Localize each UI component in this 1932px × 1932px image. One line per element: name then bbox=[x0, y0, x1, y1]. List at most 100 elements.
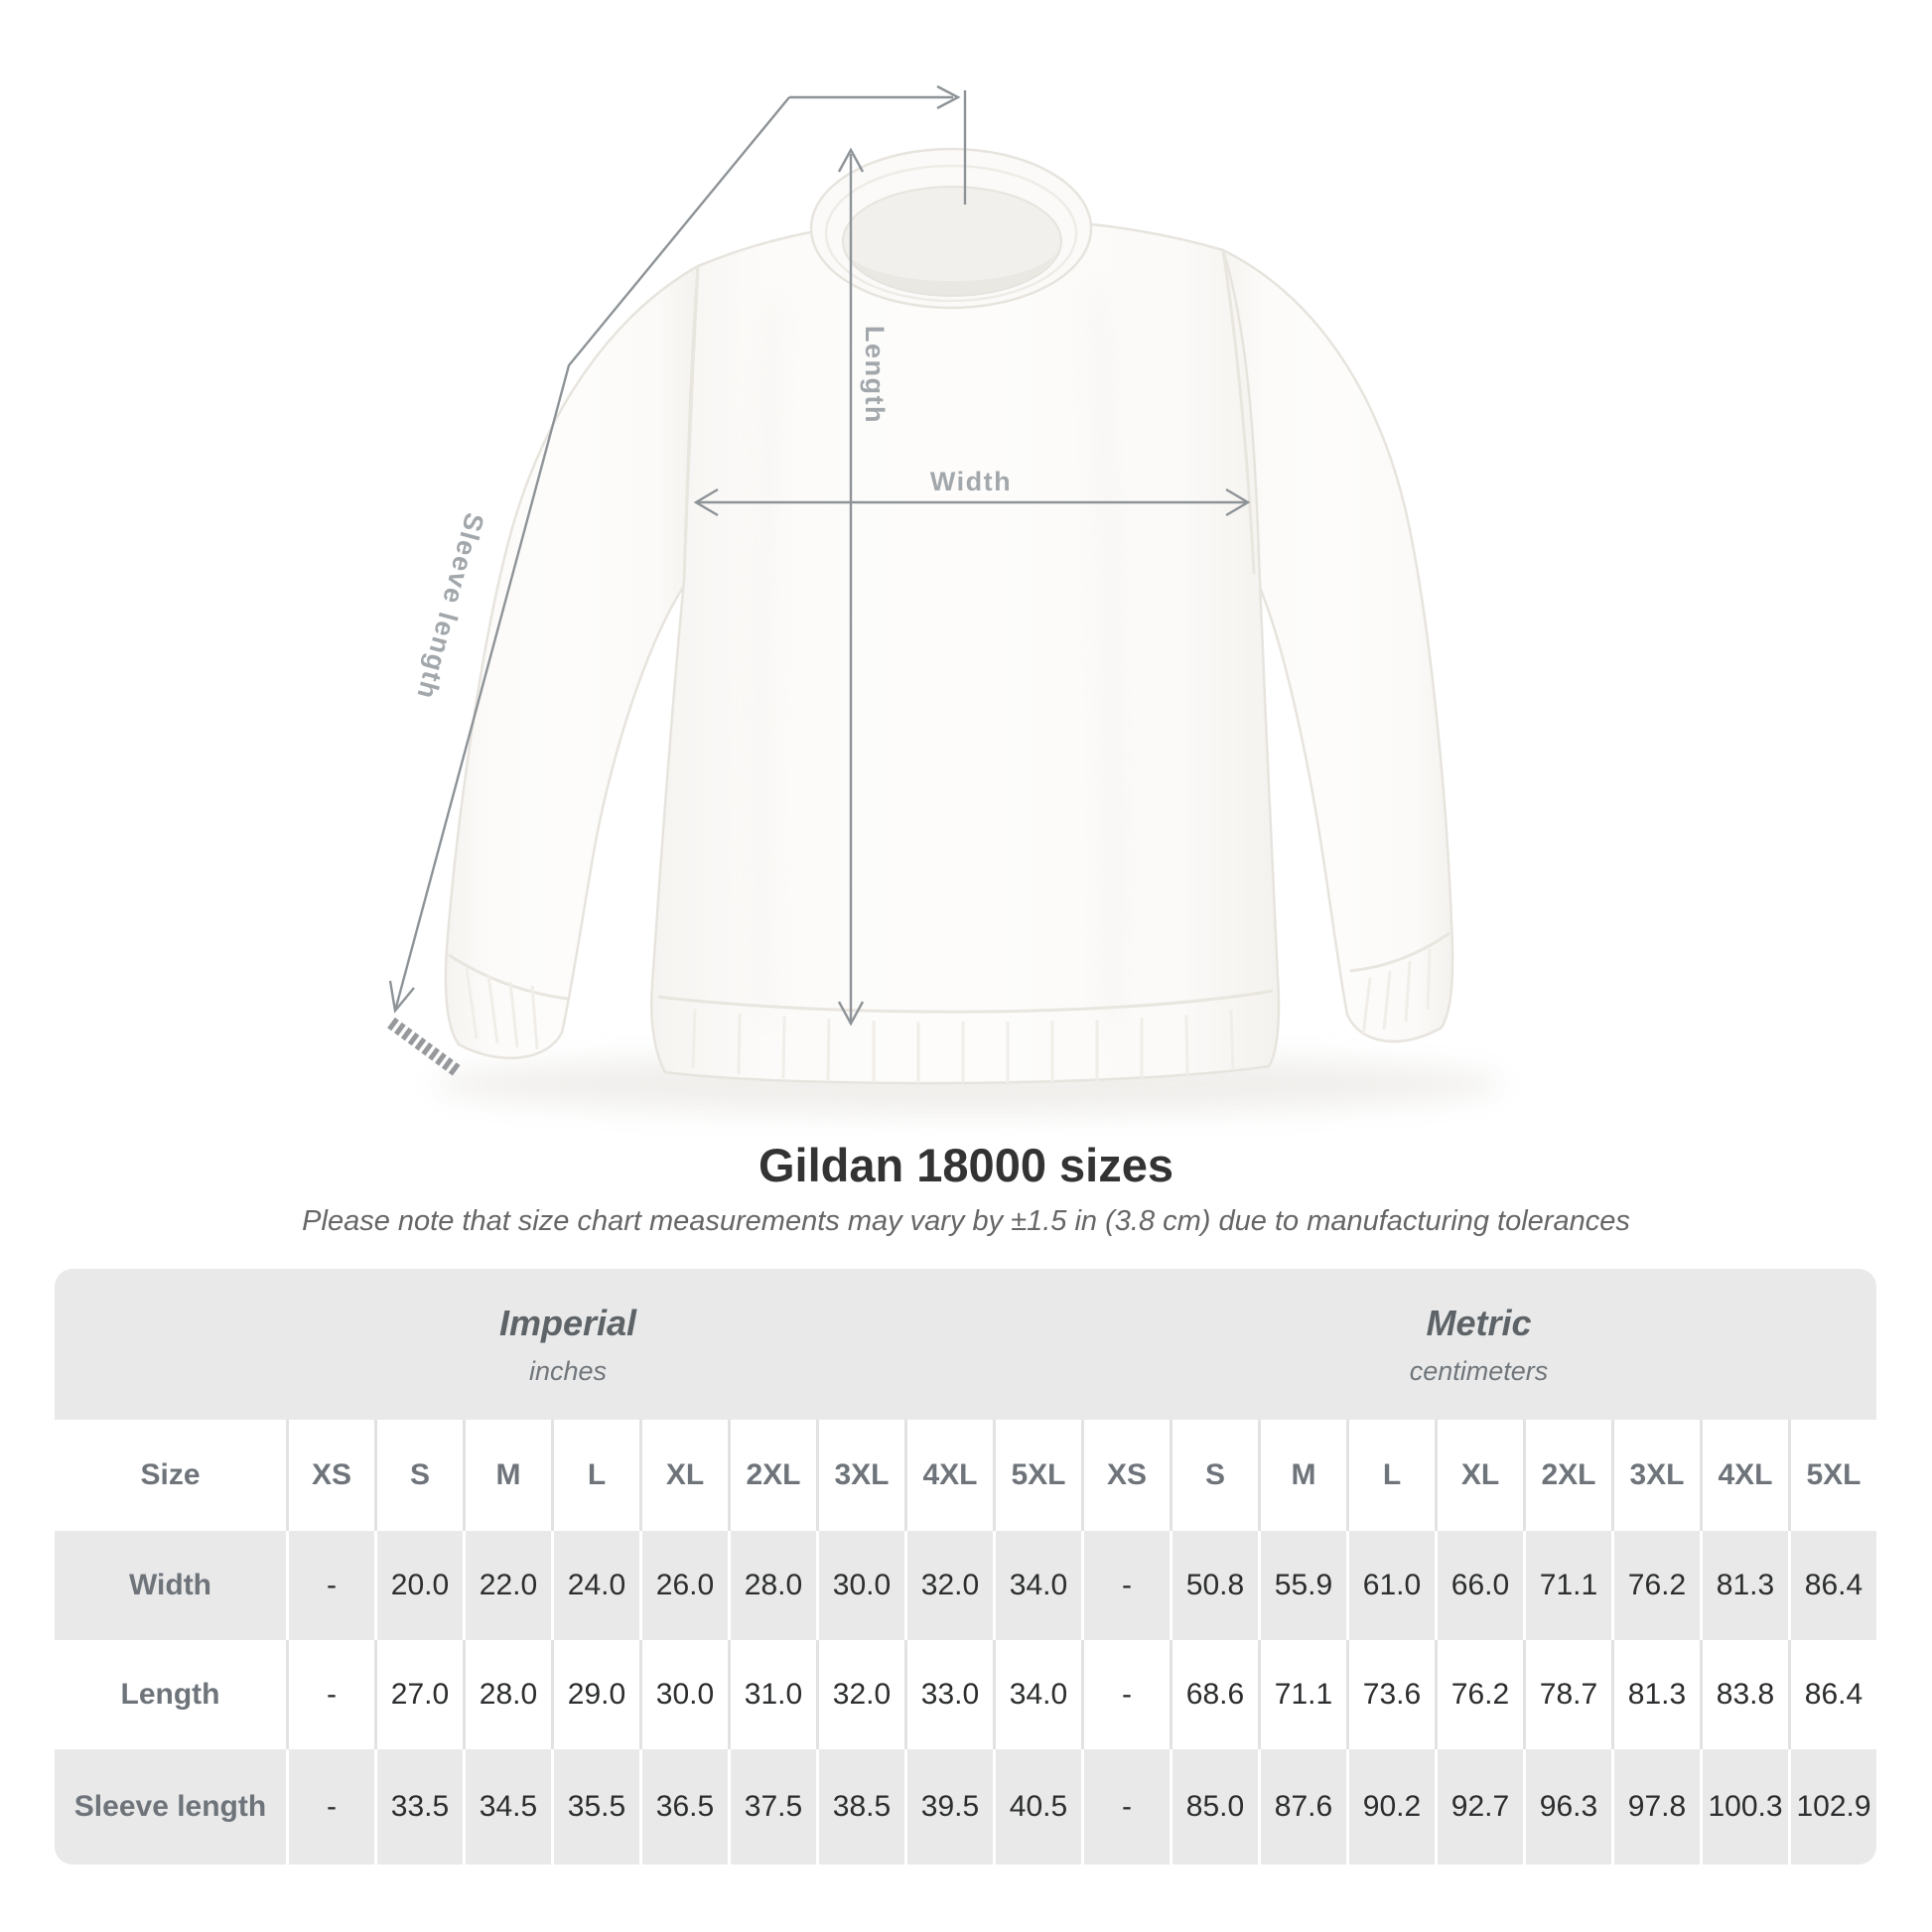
sleeve-arrowhead-icon bbox=[388, 980, 415, 1014]
value-cell: 37.5 bbox=[728, 1749, 816, 1864]
metric-unit: centimeters bbox=[1409, 1355, 1549, 1386]
right-sleeve-seam bbox=[1221, 249, 1256, 575]
unit-header-metric: Metric centimeters bbox=[1081, 1269, 1876, 1420]
size-cell: S bbox=[374, 1420, 463, 1531]
value-cell: 85.0 bbox=[1170, 1749, 1258, 1864]
value-cell: 24.0 bbox=[551, 1531, 639, 1640]
size-cell: XS bbox=[286, 1420, 374, 1531]
value-cell: - bbox=[1081, 1749, 1170, 1864]
waistband-seam bbox=[657, 989, 1274, 1014]
value-cell: 102.9 bbox=[1788, 1749, 1876, 1864]
value-cell: 71.1 bbox=[1523, 1531, 1611, 1640]
imperial-unit: inches bbox=[528, 1355, 608, 1386]
waistband-ribbing bbox=[691, 1008, 1235, 1083]
value-cell: 30.0 bbox=[639, 1640, 728, 1749]
value-cell: 22.0 bbox=[463, 1531, 551, 1640]
value-cell: 61.0 bbox=[1346, 1531, 1435, 1640]
width-label: Width bbox=[930, 467, 1012, 496]
unit-header-imperial: Imperial inches bbox=[55, 1269, 1081, 1420]
value-cell: 26.0 bbox=[639, 1531, 728, 1640]
right-cuff-seam bbox=[1349, 931, 1450, 973]
value-cell: 28.0 bbox=[728, 1531, 816, 1640]
value-cell: 97.8 bbox=[1611, 1749, 1700, 1864]
size-table: Imperial inches Metric centimeters Size … bbox=[55, 1269, 1876, 1864]
size-cell: 3XL bbox=[1611, 1420, 1700, 1531]
top-arrowhead-icon bbox=[936, 84, 961, 110]
size-cell: XL bbox=[639, 1420, 728, 1531]
value-cell: 83.8 bbox=[1700, 1640, 1788, 1749]
width-row: Width - 20.0 22.0 24.0 26.0 28.0 30.0 32… bbox=[55, 1531, 1876, 1640]
size-header-row: Size XS S M L XL 2XL 3XL 4XL 5XL XS S M … bbox=[55, 1420, 1876, 1531]
value-cell: - bbox=[286, 1531, 374, 1640]
value-cell: 76.2 bbox=[1611, 1531, 1700, 1640]
size-column-header: Size bbox=[140, 1458, 201, 1491]
value-cell: 86.4 bbox=[1788, 1640, 1876, 1749]
value-cell: - bbox=[1081, 1640, 1170, 1749]
value-cell: 28.0 bbox=[463, 1640, 551, 1749]
torso bbox=[649, 216, 1281, 1085]
size-cell: M bbox=[463, 1420, 551, 1531]
value-cell: 33.0 bbox=[904, 1640, 993, 1749]
size-cell: 5XL bbox=[1788, 1420, 1876, 1531]
size-cell: 2XL bbox=[728, 1420, 816, 1531]
value-cell: - bbox=[1081, 1531, 1170, 1640]
tolerance-note: Please note that size chart measurements… bbox=[302, 1205, 1630, 1237]
sleeve-end-hash-mark bbox=[387, 1017, 463, 1078]
collar-ribbing-line bbox=[824, 164, 1078, 303]
row-label: Sleeve length bbox=[73, 1790, 267, 1823]
left-cuff-seam bbox=[448, 953, 569, 1001]
value-cell: 66.0 bbox=[1435, 1531, 1523, 1640]
sleeve-length-label: Sleeve length bbox=[411, 509, 489, 703]
sleeve-length-row: Sleeve length - 33.5 34.5 35.5 36.5 37.5… bbox=[55, 1749, 1876, 1864]
width-left-arrowhead-icon bbox=[693, 487, 719, 517]
value-cell: 29.0 bbox=[551, 1640, 639, 1749]
unit-system-header-band: Imperial inches Metric centimeters bbox=[55, 1269, 1876, 1420]
size-cell: S bbox=[1170, 1420, 1258, 1531]
size-cell: L bbox=[1346, 1420, 1435, 1531]
value-cell: 35.5 bbox=[551, 1749, 639, 1864]
value-cell: 55.9 bbox=[1258, 1531, 1346, 1640]
value-cell: 32.0 bbox=[816, 1640, 904, 1749]
value-cell: 76.2 bbox=[1435, 1640, 1523, 1749]
value-cell: 92.7 bbox=[1435, 1749, 1523, 1864]
value-cell: 71.1 bbox=[1258, 1640, 1346, 1749]
metric-title: Metric bbox=[1426, 1302, 1532, 1343]
left-sleeve-seam bbox=[682, 265, 700, 582]
value-cell: 38.5 bbox=[816, 1749, 904, 1864]
page-title: Gildan 18000 sizes bbox=[758, 1139, 1174, 1191]
fold-shading bbox=[758, 287, 1119, 1029]
left-cuff-ribbing bbox=[465, 967, 539, 1050]
value-cell: 100.3 bbox=[1700, 1749, 1788, 1864]
row-label: Width bbox=[128, 1569, 212, 1601]
value-cell: 30.0 bbox=[816, 1531, 904, 1640]
value-cell: 31.0 bbox=[728, 1640, 816, 1749]
right-cuff-ribbing bbox=[1361, 948, 1432, 1036]
value-cell: 20.0 bbox=[374, 1531, 463, 1640]
value-cell: 81.3 bbox=[1611, 1640, 1700, 1749]
value-cell: 32.0 bbox=[904, 1531, 993, 1640]
value-cell: - bbox=[286, 1749, 374, 1864]
value-cell: 78.7 bbox=[1523, 1640, 1611, 1749]
size-cell: 4XL bbox=[1700, 1420, 1788, 1531]
value-cell: 33.5 bbox=[374, 1749, 463, 1864]
size-cell: 4XL bbox=[904, 1420, 993, 1531]
value-cell: - bbox=[286, 1640, 374, 1749]
value-cell: 90.2 bbox=[1346, 1749, 1435, 1864]
sleeve-length-dimension-line bbox=[393, 96, 790, 1012]
size-cell: 5XL bbox=[993, 1420, 1081, 1531]
value-cell: 87.6 bbox=[1258, 1749, 1346, 1864]
value-cell: 86.4 bbox=[1788, 1531, 1876, 1640]
value-cell: 27.0 bbox=[374, 1640, 463, 1749]
length-up-arrowhead-icon bbox=[837, 147, 865, 173]
value-cell: 36.5 bbox=[639, 1749, 728, 1864]
length-label: Length bbox=[860, 326, 890, 424]
collar-inner-shadow bbox=[846, 250, 1058, 297]
value-cell: 40.5 bbox=[993, 1749, 1081, 1864]
value-cell: 34.5 bbox=[463, 1749, 551, 1864]
size-cell: 2XL bbox=[1523, 1420, 1611, 1531]
sweatshirt-figure: Length Width Sleeve length bbox=[387, 84, 1504, 1114]
value-cell: 81.3 bbox=[1700, 1531, 1788, 1640]
width-right-arrowhead-icon bbox=[1225, 487, 1251, 517]
size-cell: 3XL bbox=[816, 1420, 904, 1531]
